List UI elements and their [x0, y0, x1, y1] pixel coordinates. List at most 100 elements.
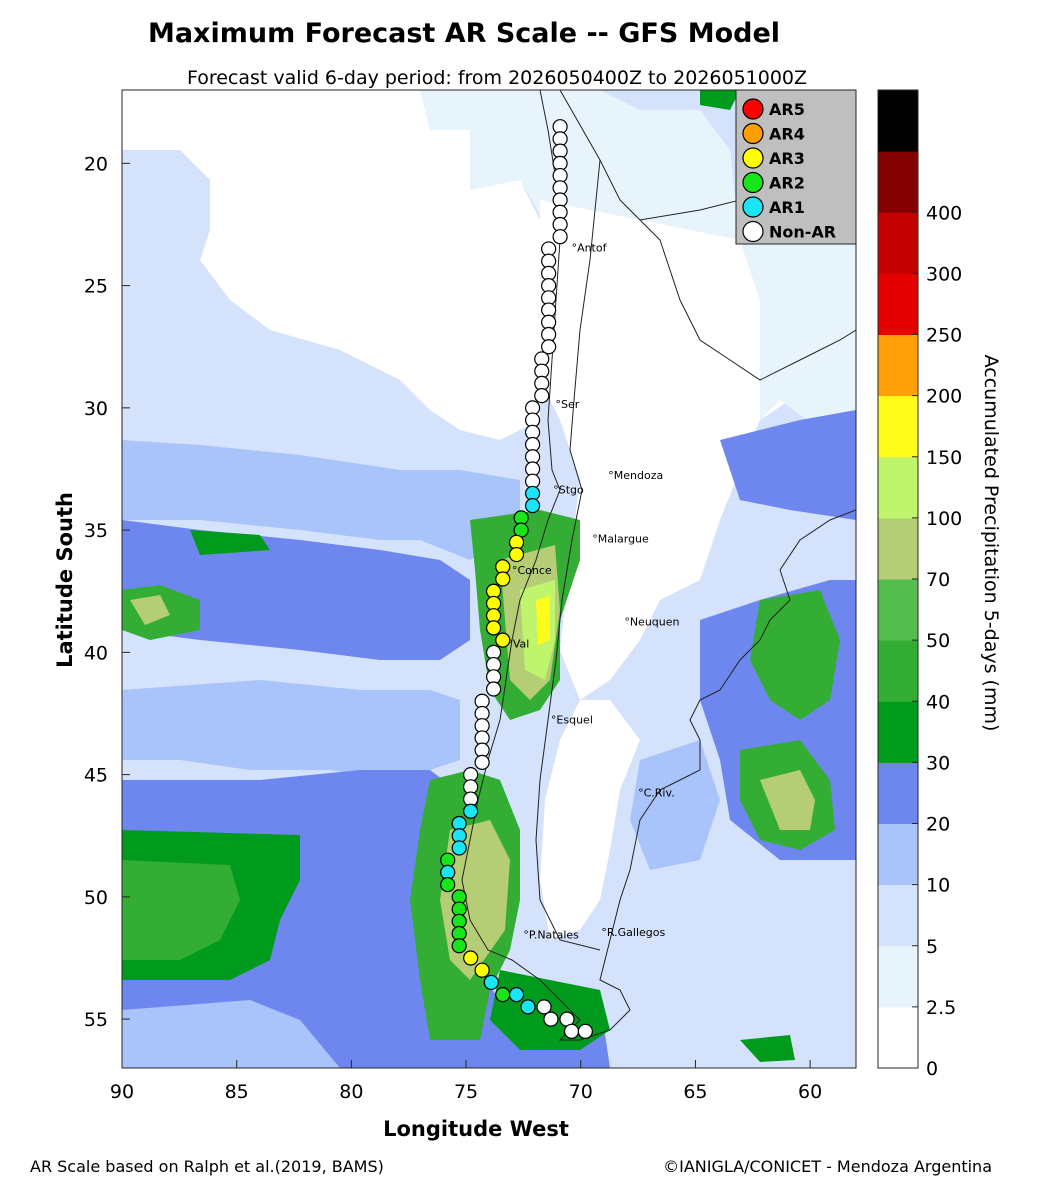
colorbar-segment	[878, 823, 918, 886]
region-10-20-mid	[122, 680, 460, 780]
city-label: °Esquel	[551, 713, 593, 726]
ar-point-marker	[451, 840, 467, 856]
legend-marker	[742, 122, 764, 145]
legend-marker	[742, 220, 764, 243]
colorbar-tick-label: 0	[926, 1058, 938, 1080]
ar-point-marker	[577, 1023, 593, 1039]
region-40-50-sw	[122, 860, 240, 960]
colorbar-tick-label: 50	[926, 630, 950, 652]
colorbar-tick-label: 10	[926, 875, 950, 897]
colorbar-tick-label: 100	[926, 508, 962, 530]
region-50-70-east	[760, 770, 815, 830]
colorbar-tick-label: 250	[926, 325, 962, 347]
colorbar-segment	[878, 1006, 918, 1069]
region-20-30-mid	[122, 520, 470, 660]
ar-point-marker	[474, 754, 490, 770]
colorbar-segment	[878, 456, 918, 519]
region-dry-patagonia	[540, 700, 640, 940]
ar-point-marker	[541, 339, 557, 355]
colorbar-segment	[878, 395, 918, 458]
city-label: °P.Natales	[523, 928, 579, 941]
region-100-150-chile	[536, 596, 550, 645]
city-label: °Conce	[512, 564, 552, 577]
city-label: °Malargue	[592, 532, 649, 545]
region-dry-center	[200, 180, 540, 440]
ar-markers	[440, 119, 593, 1039]
x-axis-label: Longitude West	[383, 1117, 569, 1141]
region-10-20-sw	[122, 1000, 340, 1068]
colorbar-segment	[878, 90, 918, 152]
colorbar-tick-label: 300	[926, 263, 962, 285]
colorbar-tick-label: 200	[926, 386, 962, 408]
y-tick-label: 20	[84, 153, 108, 175]
figure-subtitle: Forecast valid 6-day period: from 202605…	[187, 67, 807, 89]
colorbar-tick-label: 70	[926, 569, 950, 591]
ar-point-marker	[524, 498, 541, 514]
x-tick-label: 80	[339, 1081, 363, 1103]
legend-marker	[742, 196, 764, 218]
ar-point-marker	[520, 999, 536, 1015]
region-light-ne	[740, 220, 856, 430]
ar-point-marker	[543, 1011, 559, 1027]
region-10-20-n	[122, 440, 520, 560]
y-tick-label: 55	[84, 1009, 108, 1031]
ar-point-marker	[552, 229, 568, 245]
chart-legend: AR5 AR4 AR3 AR2 AR1 Non-AR	[735, 89, 857, 245]
y-tick-label: 25	[84, 276, 108, 298]
region-50-70-west	[130, 595, 170, 625]
legend-label: Non-AR	[769, 223, 836, 242]
axis-ticks: 90 85 80 75 70 65 60 20 25 30 35 40 45 50 55	[84, 153, 822, 1103]
x-tick-label: 75	[454, 1081, 478, 1103]
border-chile-argentina	[535, 159, 601, 951]
footer-credit-right: ©IANIGLA/CONICET - Mendoza Argentina	[663, 1157, 992, 1176]
colorbar-tick-label: 400	[926, 202, 962, 224]
region-light-n	[420, 90, 740, 250]
colorbar-segment	[878, 884, 918, 947]
colorbar-segment	[878, 334, 918, 397]
colorbar-segment	[878, 579, 918, 641]
colorbar-segment	[878, 640, 918, 702]
ar-point-marker	[485, 681, 502, 697]
ar-point-marker	[495, 632, 511, 648]
legend-label: AR5	[769, 100, 805, 119]
legend-label: AR2	[769, 174, 805, 193]
ar-point-marker	[463, 803, 479, 819]
colorbar-tick-label: 2.5	[926, 997, 956, 1019]
colorbar-tick-label: 5	[926, 936, 938, 958]
y-tick-label: 50	[84, 887, 108, 909]
y-tick-label: 40	[84, 642, 108, 664]
map-frame	[121, 89, 857, 1069]
x-tick-label: 85	[225, 1081, 249, 1103]
city-label: °R.Gallegos	[601, 926, 665, 939]
ar-point-marker	[474, 962, 490, 978]
colorbar-tick-label: 30	[926, 752, 950, 774]
figure-title: Maximum Forecast AR Scale -- GFS Model	[148, 18, 780, 49]
y-tick-label: 35	[84, 520, 108, 542]
legend-marker	[742, 98, 764, 120]
ar-point-marker	[508, 546, 525, 563]
colorbar-segment	[878, 212, 918, 274]
ar-point-marker	[463, 950, 479, 966]
legend-label: AR3	[769, 149, 805, 168]
region-dry-andes	[540, 200, 820, 700]
legend-marker	[742, 147, 764, 169]
region-30-40-se	[740, 1035, 795, 1062]
ar-point-marker	[495, 987, 511, 1003]
city-label: °Ser	[556, 398, 580, 411]
ar-point-marker	[483, 974, 499, 991]
y-axis-label: Latitude South	[53, 492, 77, 668]
ar-point-marker	[563, 1023, 580, 1039]
footer-credit-left: AR Scale based on Ralph et al.(2019, BAM…	[30, 1157, 384, 1176]
legend-label: AR4	[769, 125, 805, 144]
x-tick-label: 90	[110, 1081, 134, 1103]
ar-point-marker	[534, 388, 550, 404]
region-40-50-east	[750, 590, 840, 720]
x-tick-label: 65	[683, 1081, 707, 1103]
precip-colorbar: 0 2.5 5 10 20 30 40 50 70 100 150 200 250 300 400	[877, 89, 962, 1080]
city-label: °Stgo	[553, 483, 584, 496]
border-east	[639, 219, 856, 381]
city-label: °Neuquen	[624, 615, 679, 628]
colorbar-segment	[878, 517, 918, 580]
region-30-40-ne	[700, 90, 740, 110]
